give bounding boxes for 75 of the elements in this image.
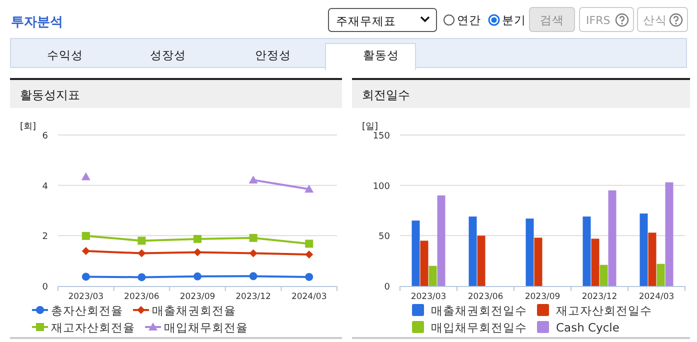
bar	[534, 238, 542, 286]
bar	[437, 195, 446, 286]
point	[82, 247, 90, 256]
point	[248, 176, 258, 184]
legend-label: 매출채권회전율	[152, 304, 236, 318]
x-tick-label: 2023/03	[410, 292, 446, 302]
legend-label: 재고자산회전율	[51, 320, 135, 334]
legend-label: Cash Cycle	[556, 320, 620, 334]
y-axis-title: [일]	[362, 122, 378, 132]
x-tick-label: 2024/03	[638, 292, 674, 302]
legend-label: 매입채무회전일수	[431, 320, 527, 334]
y-tick-label: 4	[42, 182, 48, 192]
point	[305, 240, 314, 248]
point	[81, 172, 90, 180]
text: 수익성	[47, 48, 83, 62]
point	[82, 232, 90, 240]
bar	[656, 264, 665, 286]
point	[305, 250, 314, 259]
y-tick-label: 50	[378, 232, 390, 242]
x-tick-label: 2023/12	[582, 292, 618, 302]
chart-title: 회전일수	[362, 88, 410, 102]
legend-label: 매입채무회전율	[164, 320, 248, 334]
text: 활동성	[363, 48, 399, 62]
y-tick-label: 2	[42, 232, 48, 242]
text: IFRS	[586, 14, 610, 27]
bar	[665, 182, 674, 286]
text: 검색	[540, 13, 564, 27]
bar	[640, 214, 648, 286]
legend-label: 재고자산회전일수	[556, 304, 652, 318]
text: 산식	[643, 13, 667, 27]
point	[194, 272, 202, 280]
y-tick-label: 150	[372, 132, 390, 142]
text: 성장성	[150, 48, 186, 62]
x-tick-label: 2023/06	[468, 292, 504, 302]
bar	[428, 266, 437, 286]
text: 분기	[502, 13, 526, 27]
point	[194, 234, 202, 243]
y-tick-label: 0	[42, 282, 48, 292]
point	[138, 249, 146, 258]
bar	[412, 220, 420, 286]
point	[249, 249, 258, 258]
point	[249, 234, 258, 242]
text: 투자분석	[11, 15, 63, 30]
y-tick-label: 0	[384, 282, 390, 292]
y-tick-label: 6	[42, 132, 48, 142]
text: 안정성	[255, 48, 291, 62]
point	[249, 272, 258, 280]
legend-label: 매출채권회전일수	[431, 304, 527, 318]
x-tick-label: 2023/06	[124, 292, 160, 302]
x-tick-label: 2024/03	[291, 292, 327, 302]
x-tick-label: 2023/09	[180, 292, 216, 302]
bar	[468, 216, 477, 286]
y-tick-label: 100	[372, 182, 390, 192]
bar	[582, 216, 591, 286]
point	[304, 184, 314, 193]
text: 주재무제표	[336, 14, 396, 28]
point	[194, 248, 202, 256]
bar	[600, 264, 608, 286]
point	[138, 273, 146, 282]
point	[82, 272, 90, 281]
x-tick-label: 2023/03	[68, 292, 104, 302]
bar	[420, 240, 428, 286]
bar	[477, 236, 486, 286]
bar	[648, 232, 656, 286]
point	[305, 272, 314, 281]
bar	[608, 190, 616, 286]
chart-title: 활동성지표	[20, 88, 80, 102]
x-tick-label: 2023/12	[236, 292, 271, 302]
text: 연간	[457, 13, 481, 27]
bar	[591, 238, 600, 286]
legend-label: 총자산회전율	[51, 304, 123, 318]
x-tick-label: 2023/09	[524, 292, 560, 302]
y-axis-title: [회]	[20, 122, 36, 132]
point	[138, 236, 146, 245]
bar	[526, 218, 534, 286]
